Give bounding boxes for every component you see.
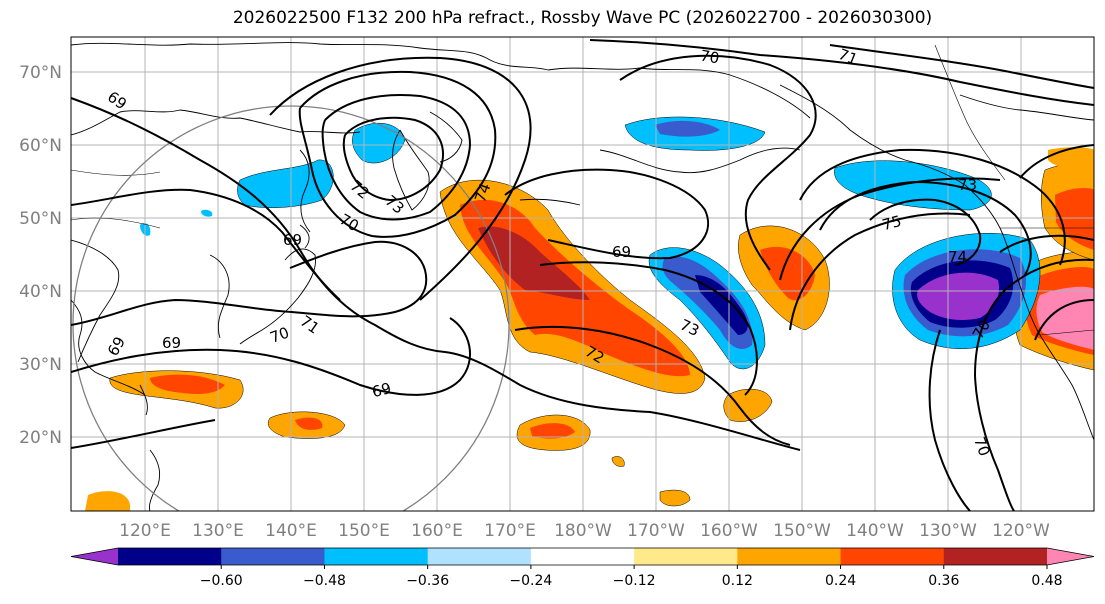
lat-label: 30°N: [19, 355, 62, 375]
colorbar-tick-label: −0.36: [406, 573, 449, 589]
contour-label: 69: [104, 88, 130, 114]
coastlines: [71, 42, 1094, 511]
map-frame: [70, 36, 1095, 512]
contour-label: 69: [104, 334, 129, 360]
lon-label: 160°E: [411, 521, 463, 541]
colorbar-tick-label: 0.48: [1031, 573, 1062, 589]
colorbar-tick-label: −0.12: [613, 573, 656, 589]
contour-label: 73: [958, 176, 977, 194]
lat-label: 40°N: [19, 282, 62, 302]
colorbar-swatch: [840, 548, 945, 565]
lat-label: 20°N: [19, 428, 62, 448]
contour-label: 72: [347, 177, 373, 203]
lon-label: 120°W: [992, 521, 1050, 541]
colorbar-swatch: [737, 548, 842, 565]
colorbar-extension-high: [1047, 548, 1094, 565]
colorbar-tick-label: −0.60: [200, 573, 243, 589]
colorbar-swatch: [943, 548, 1048, 565]
colorbar-swatch: [221, 548, 325, 565]
lon-label: 140°E: [265, 521, 317, 541]
contour-label: 70: [699, 46, 721, 67]
contour-label: 69: [162, 334, 181, 352]
contour-label: 70: [970, 435, 993, 459]
colorbar-tick-label: −0.48: [303, 573, 346, 589]
lon-label: 130°W: [919, 521, 977, 541]
lat-label: 60°N: [19, 136, 62, 156]
lon-label: 170°W: [627, 521, 685, 541]
lon-axis-labels: 120°E 130°E 140°E 150°E 160°E 170°E 180°…: [119, 521, 1050, 541]
colorbar: −0.60 −0.48 −0.36 −0.24 −0.12 0.12 0.24 0.36 0.4…: [70, 547, 1095, 589]
lon-label: 160°W: [700, 521, 758, 541]
contour-label: 75: [880, 212, 903, 234]
contour-label: 69: [370, 379, 393, 401]
colorbar-tick-label: 0.12: [722, 573, 753, 589]
lat-label: 50°N: [19, 209, 62, 229]
lat-label: 70°N: [19, 63, 62, 83]
contour-label: 74: [471, 181, 494, 205]
contour-label: 70: [268, 323, 292, 346]
contour-label: 74: [948, 248, 967, 266]
lon-label: 120°E: [119, 521, 171, 541]
lon-label: 150°W: [773, 521, 831, 541]
refractive-index-contours: [71, 39, 1094, 511]
contour-label: 69: [283, 231, 302, 249]
lat-axis-labels: 70°N 60°N 50°N 40°N 30°N 20°N: [19, 63, 62, 448]
lon-label: 130°E: [192, 521, 244, 541]
colorbar-swatch: [634, 548, 738, 565]
lon-label: 140°W: [846, 521, 904, 541]
colorbar-swatch: [324, 548, 429, 565]
borders: [71, 44, 1094, 336]
lon-gridlines: [144, 37, 1022, 511]
contour-label: 73: [382, 192, 408, 218]
colorbar-swatch: [427, 548, 532, 565]
lon-label: 180°W: [554, 521, 612, 541]
contour-label: 71: [297, 312, 323, 338]
colorbar-outline: [70, 547, 1095, 566]
colorbar-tick-label: −0.24: [509, 573, 552, 589]
colorbar-tick-label: 0.24: [825, 573, 856, 589]
map-title: 2026022500 F132 200 hPa refract., Rossby…: [232, 8, 933, 28]
contour-label: 69: [612, 243, 631, 261]
colorbar-swatch: [118, 548, 222, 565]
colorbar-tick-label: 0.36: [928, 573, 959, 589]
colorbar-swatch: [530, 548, 635, 565]
colorbar-extension-low: [71, 548, 118, 565]
lon-label: 150°E: [338, 521, 390, 541]
contour-label: 71: [836, 45, 860, 69]
lon-label: 170°E: [484, 521, 536, 541]
